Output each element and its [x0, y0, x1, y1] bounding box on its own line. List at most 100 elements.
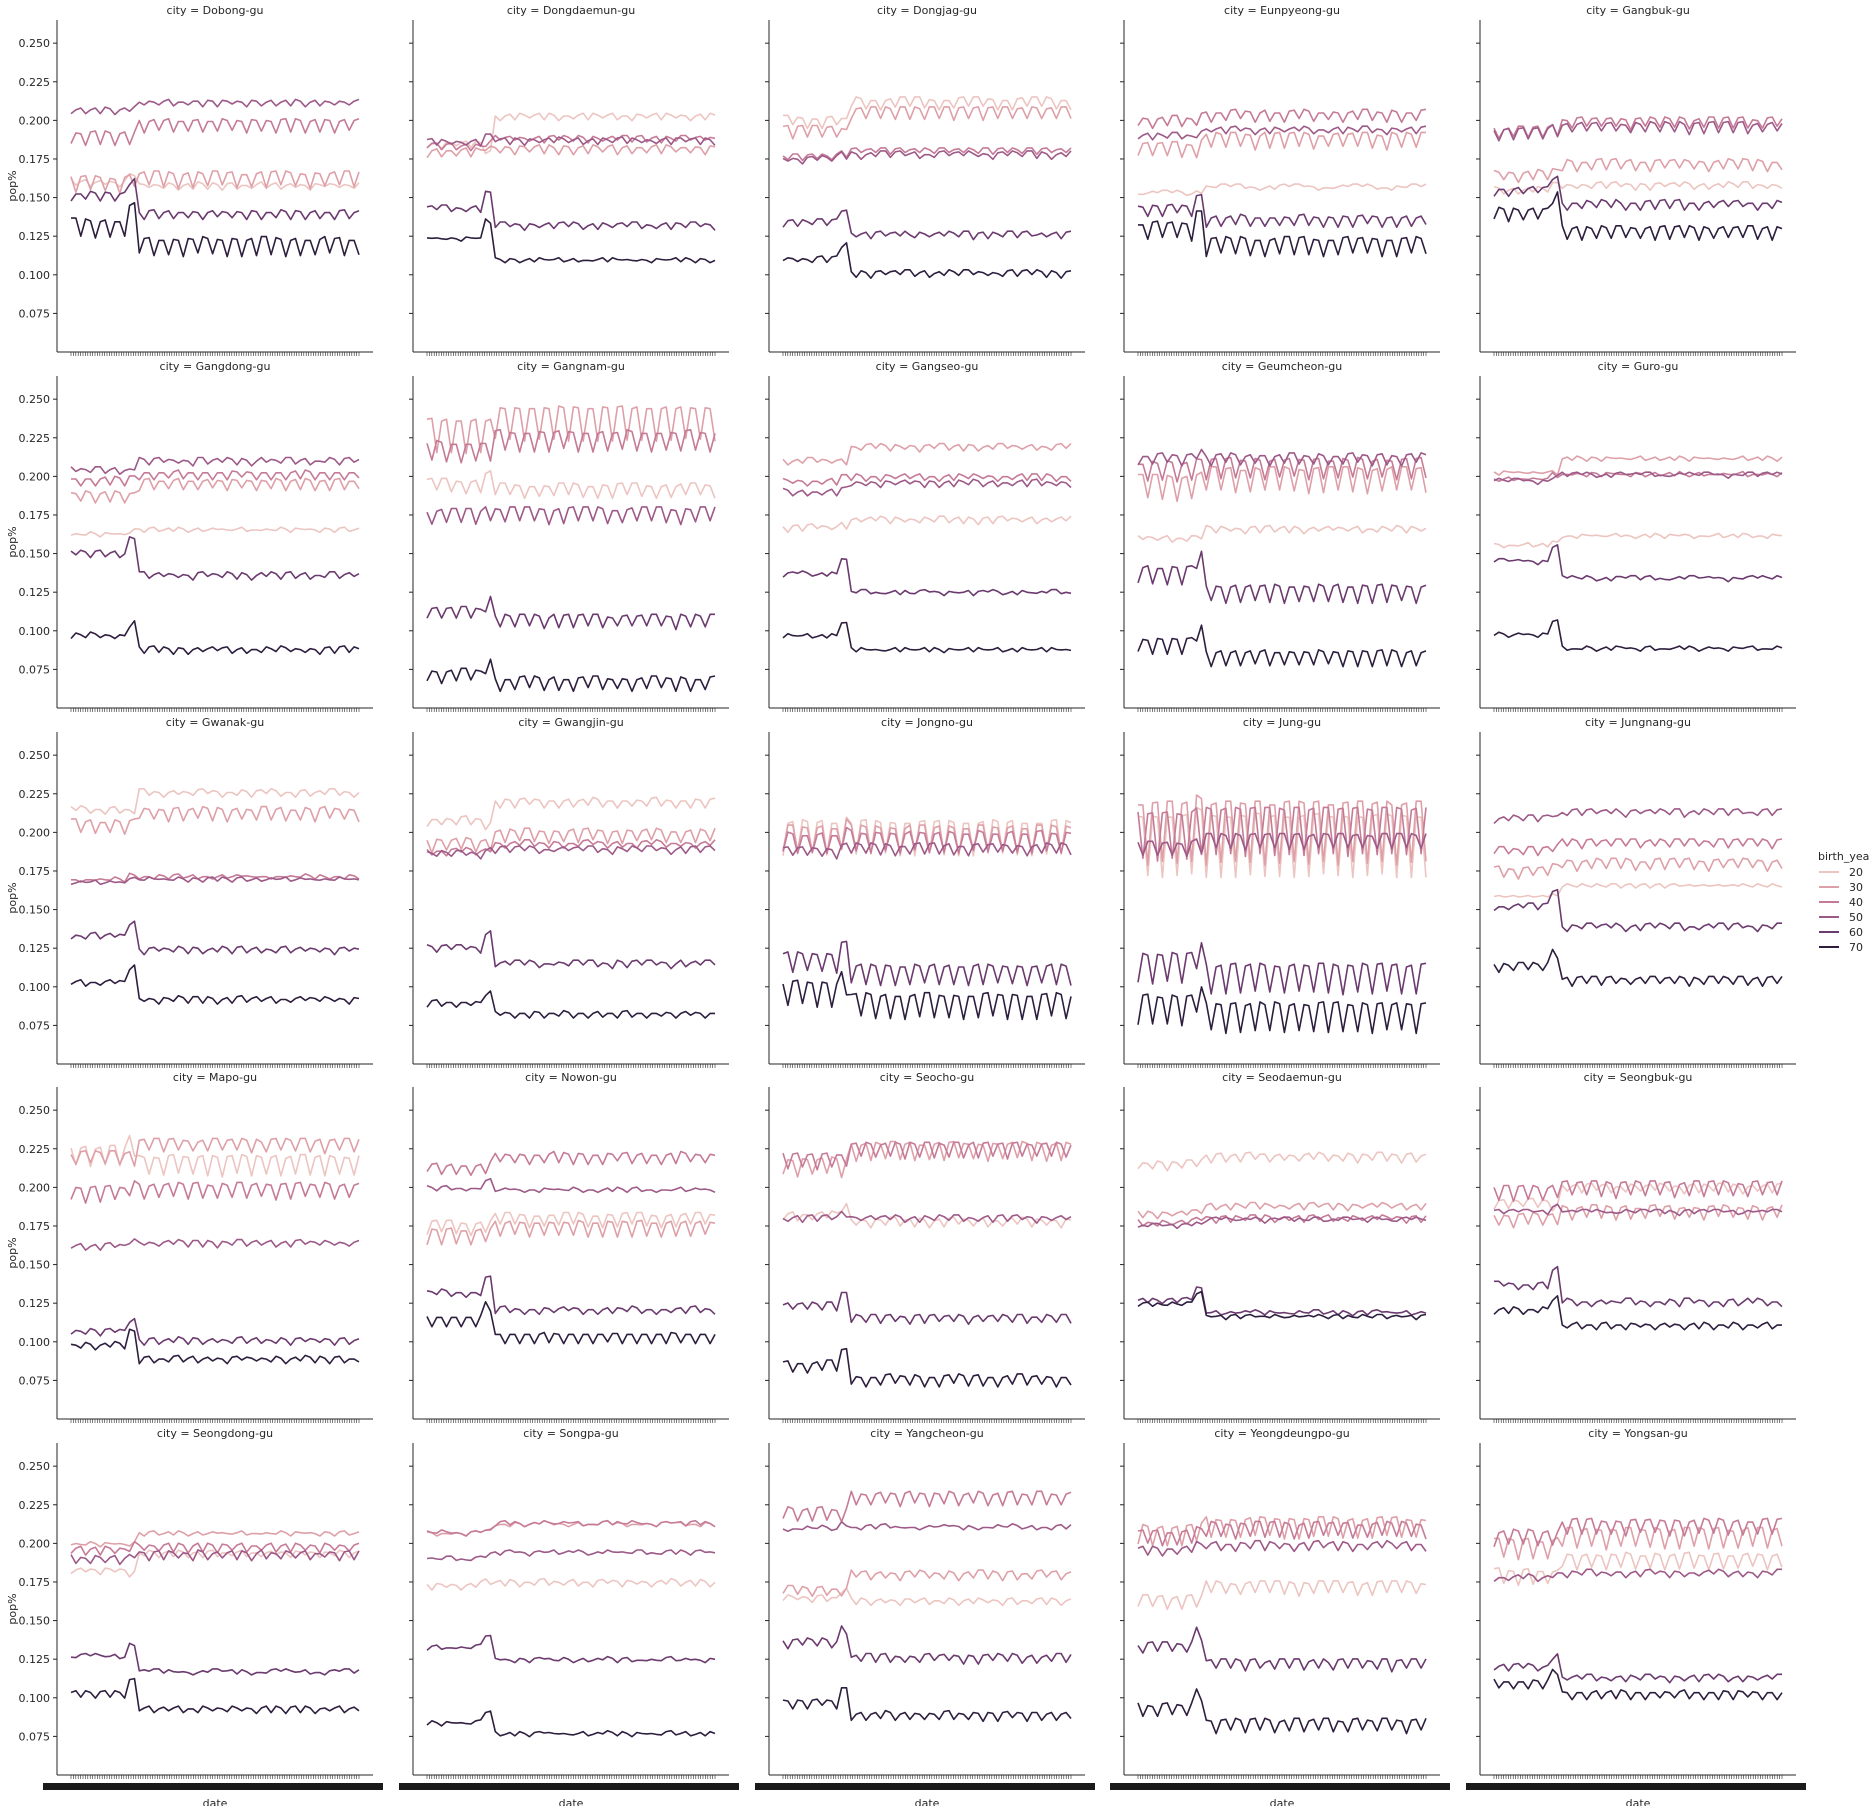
facet-title: city = Jung-gu — [1243, 716, 1321, 729]
series-line-60 — [1137, 941, 1427, 996]
y-axis-label: pop% — [6, 526, 19, 557]
series-line-20 — [70, 787, 360, 816]
facet-title: city = Geumcheon-gu — [1222, 360, 1343, 373]
series-line-20 — [426, 469, 716, 500]
series-line-60 — [426, 190, 716, 232]
series-line-50 — [426, 505, 716, 526]
series-line-70 — [70, 1677, 360, 1715]
facet-panel: city = Gwanak-gu 0.075 0.100 0.125 0.150 0.17… — [6, 716, 373, 1068]
y-tick-label: 0.200 — [19, 826, 51, 839]
y-tick-label: 0.150 — [19, 1615, 51, 1628]
x-tick-labels-overlap — [755, 1783, 1095, 1790]
facet-panel: city = Gangdong-gu 0.075 0.100 0.125 0.150 0.… — [6, 360, 373, 712]
series-line-60 — [1137, 550, 1427, 605]
facet-panel: city = Gangnam-gu — [409, 360, 729, 712]
series-line-70 — [426, 218, 716, 264]
y-tick-label: 0.100 — [19, 981, 51, 994]
y-tick-label: 0.175 — [19, 1220, 51, 1233]
series-line-30 — [71, 805, 360, 836]
series-line-20 — [1137, 1580, 1427, 1610]
series-line-30 — [1138, 465, 1427, 503]
legend-label: 40 — [1849, 896, 1863, 909]
facet-panel: city = Yeongdeungpo-gu date — [1110, 1427, 1450, 1806]
x-ticks — [70, 1775, 360, 1779]
facet-panel: city = Nowon-gu — [409, 1071, 729, 1423]
y-tick-label: 0.100 — [19, 269, 51, 282]
series-line-40 — [70, 117, 360, 147]
y-tick-label: 0.125 — [19, 1653, 51, 1666]
series-line-40 — [782, 1141, 1072, 1171]
series-line-40 — [426, 428, 716, 464]
y-tick-label: 0.200 — [19, 114, 51, 127]
series-line-30 — [782, 106, 1072, 140]
y-tick-label: 0.075 — [19, 1730, 51, 1743]
series-line-70 — [426, 658, 716, 693]
facet-panel: city = Dongdaemun-gu — [409, 4, 729, 356]
series-line-40 — [426, 1519, 716, 1537]
facet-panel: city = Jongno-gu — [765, 716, 1085, 1068]
series-line-50 — [70, 456, 360, 476]
facet-title: city = Dongjag-gu — [877, 4, 977, 17]
x-ticks — [782, 1064, 1072, 1068]
series-line-30 — [70, 477, 360, 504]
series-line-60 — [1137, 193, 1427, 228]
series-line-70 — [71, 201, 360, 258]
x-ticks — [1493, 1064, 1783, 1068]
facet-title: city = Nowon-gu — [525, 1071, 617, 1084]
series-line-50 — [1493, 808, 1783, 824]
series-line-20 — [782, 1587, 1072, 1607]
facet-panel: city = Songpa-gu date — [399, 1427, 739, 1806]
facet-title: city = Gangnam-gu — [517, 360, 625, 373]
series-line-40 — [426, 134, 716, 152]
facet-title: city = Dobong-gu — [167, 4, 264, 17]
facet-title: city = Seodaemun-gu — [1222, 1071, 1342, 1084]
series-line-30 — [782, 1569, 1072, 1597]
series-line-70 — [1137, 1688, 1427, 1735]
series-line-60 — [426, 595, 715, 631]
x-ticks — [426, 708, 716, 712]
y-tick-label: 0.175 — [19, 865, 51, 878]
series-line-20 — [1137, 1151, 1427, 1172]
facet-panel: city = Seodaemun-gu — [1120, 1071, 1440, 1423]
series-line-70 — [426, 1710, 716, 1738]
series-line-70 — [70, 619, 360, 656]
series-line-30 — [426, 827, 716, 854]
legend-label: 70 — [1849, 941, 1863, 954]
facet-panel: city = Mapo-gu 0.075 0.100 0.125 0.150 0.175 0… — [6, 1071, 373, 1423]
series-line-50 — [1137, 832, 1427, 858]
series-line-20 — [1493, 882, 1783, 898]
x-ticks — [1493, 1419, 1783, 1423]
series-line-30 — [426, 144, 716, 159]
series-line-40 — [71, 872, 360, 883]
series-line-50 — [70, 1238, 360, 1251]
x-tick-labels-overlap — [399, 1783, 739, 1790]
facet-title: city = Dongdaemun-gu — [507, 4, 635, 17]
series-line-40 — [782, 826, 1072, 855]
x-axis-label: date — [915, 1797, 940, 1806]
series-line-70 — [1493, 1668, 1783, 1701]
series-line-20 — [426, 796, 716, 831]
x-tick-labels-overlap — [1466, 1783, 1806, 1790]
y-tick-label: 0.250 — [19, 393, 51, 406]
series-line-40 — [426, 1150, 716, 1177]
series-line-40 — [71, 469, 360, 487]
x-ticks — [1137, 1064, 1427, 1068]
y-tick-label: 0.225 — [19, 432, 51, 445]
y-tick-label: 0.100 — [19, 1336, 51, 1349]
series-line-40 — [70, 1540, 360, 1556]
series-line-20 — [1493, 532, 1783, 549]
facet-title: city = Yeongdeungpo-gu — [1214, 1427, 1349, 1440]
y-tick-label: 0.175 — [19, 153, 51, 166]
series-line-60 — [782, 557, 1072, 597]
x-ticks — [70, 708, 360, 712]
x-ticks — [426, 1775, 716, 1779]
y-tick-label: 0.225 — [19, 788, 51, 801]
facet-panel: city = Yangcheon-gu date — [755, 1427, 1095, 1806]
series-line-20 — [782, 515, 1072, 534]
series-line-50 — [782, 842, 1072, 860]
series-line-30 — [1494, 1526, 1783, 1561]
series-line-60 — [1493, 1653, 1782, 1684]
x-ticks — [70, 1064, 360, 1068]
series-line-20 — [1493, 1182, 1783, 1212]
series-line-30 — [782, 442, 1072, 466]
